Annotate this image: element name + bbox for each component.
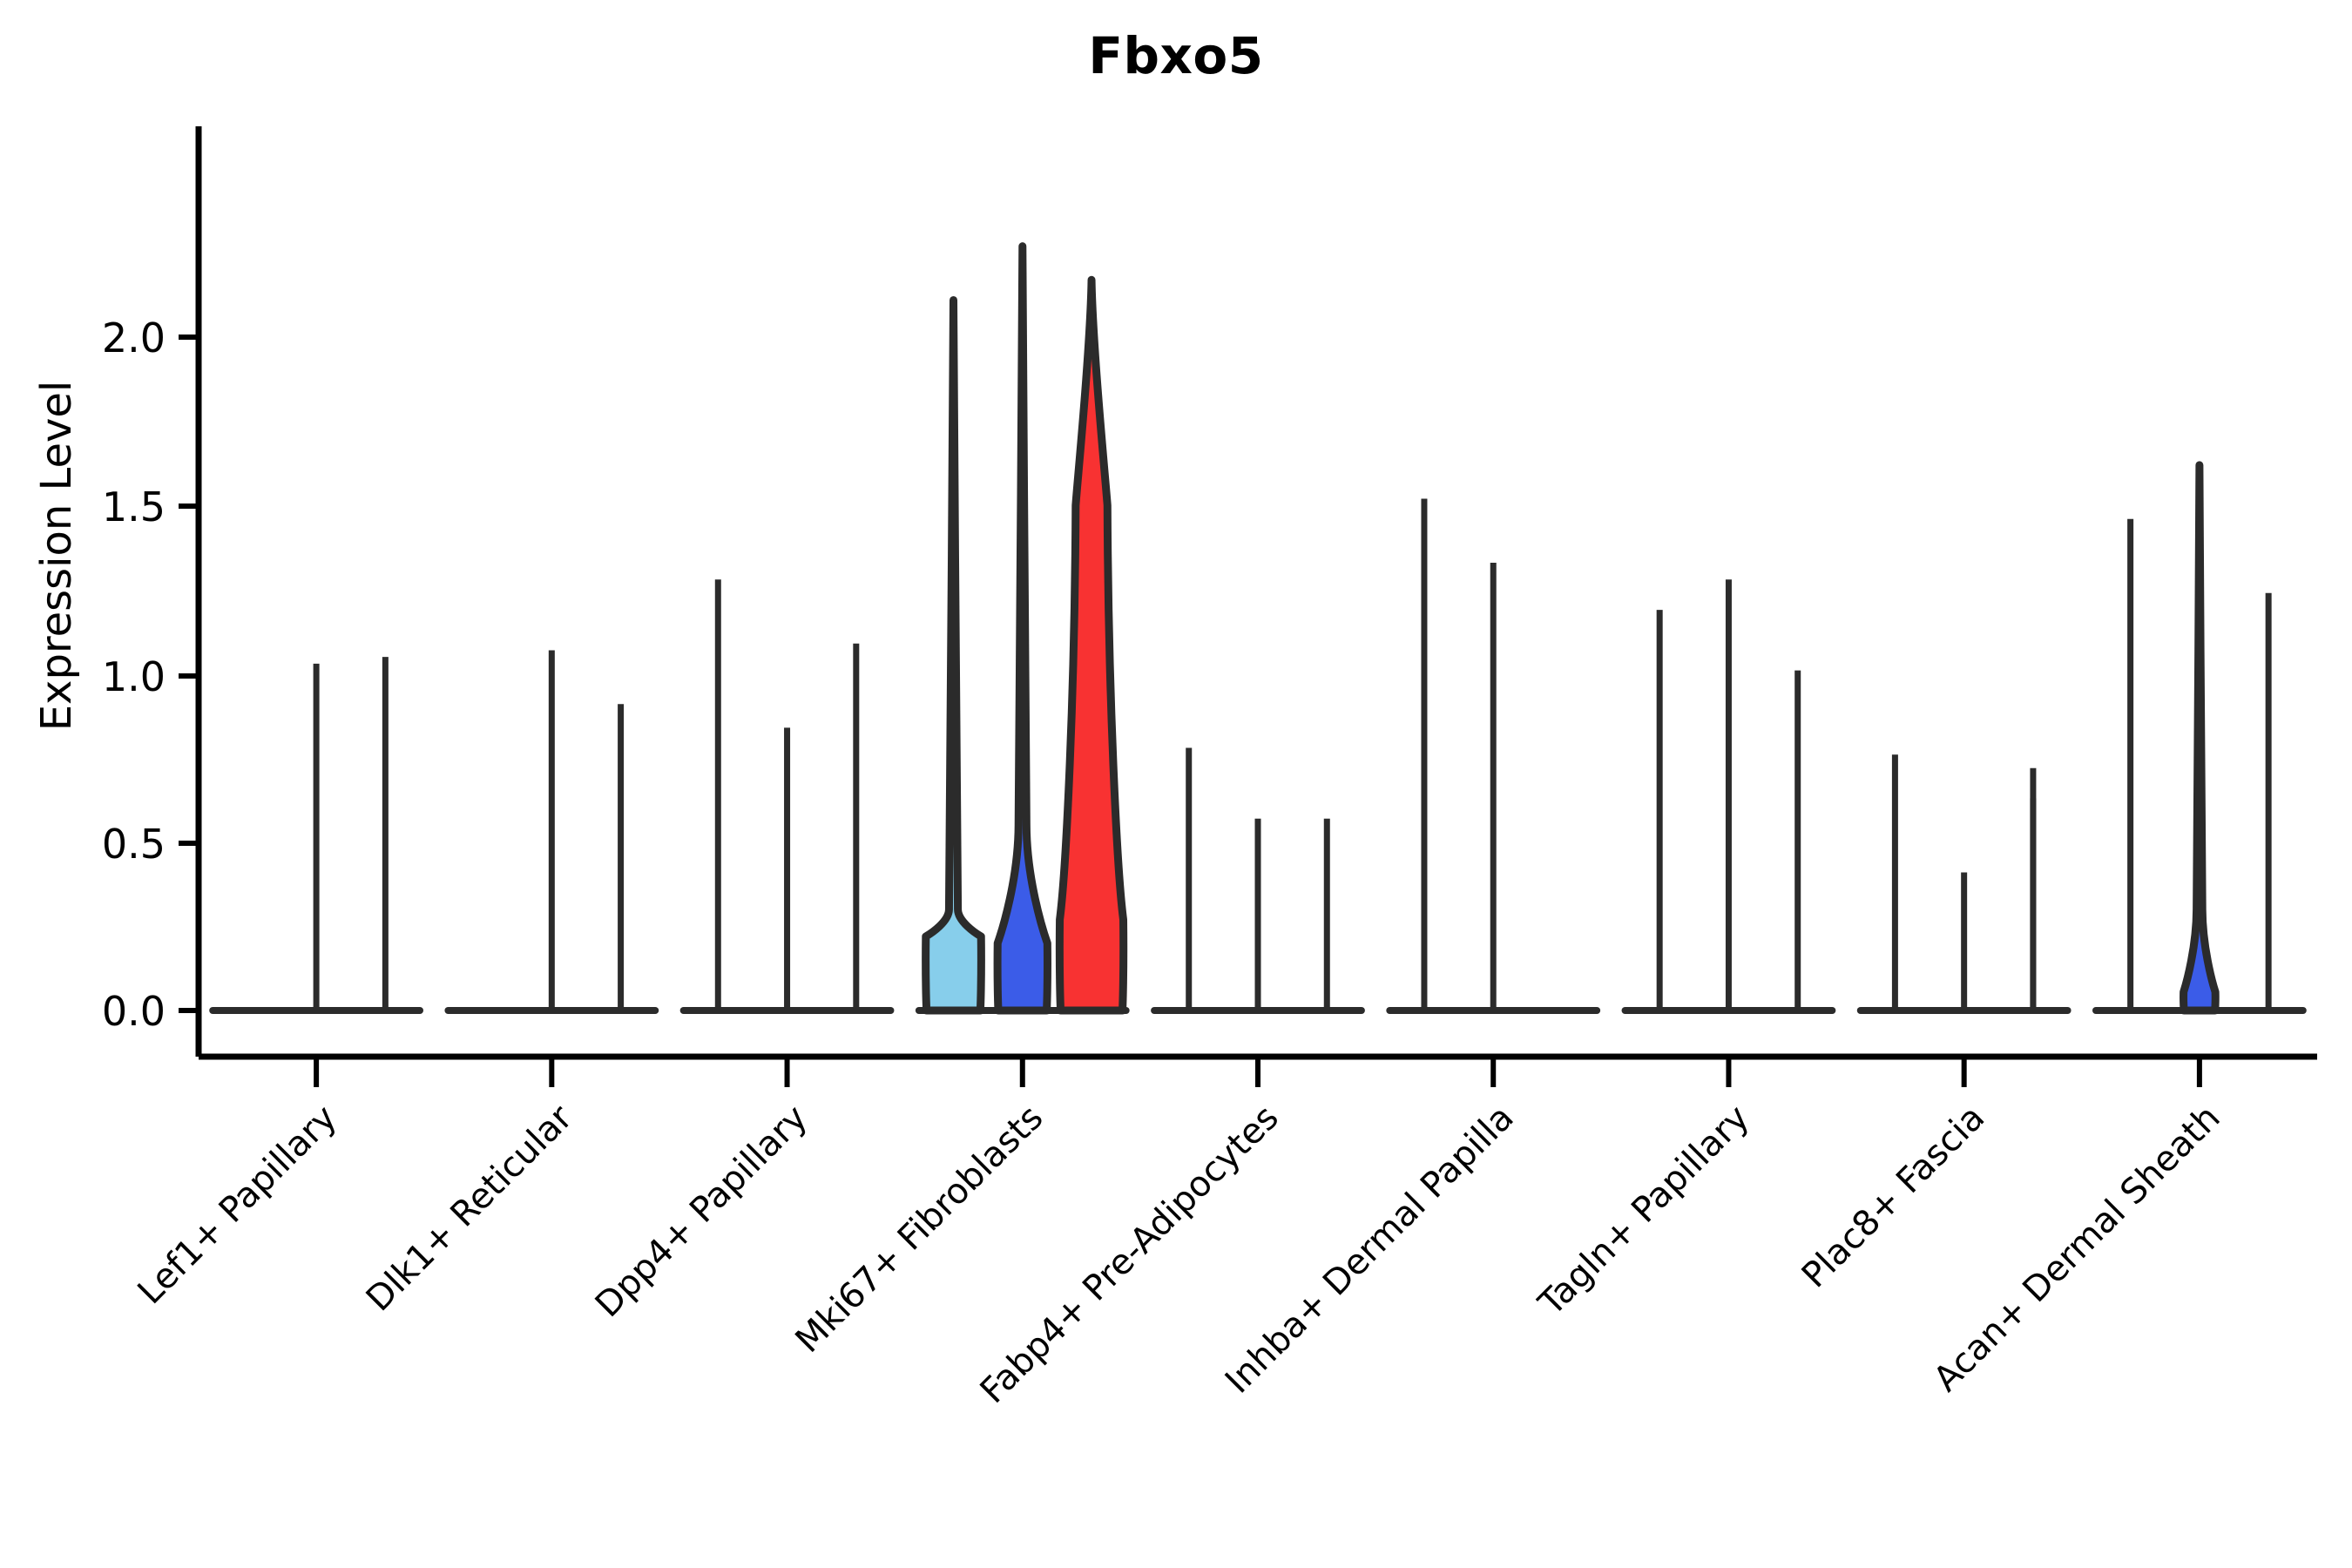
y-axis-ticks: [179, 335, 199, 1013]
y-axis-tick-labels: 0.0 0.5 1.0 1.5 2.0: [102, 314, 166, 1035]
ytick-2: 1.0: [102, 653, 166, 700]
ytick-1: 0.5: [102, 821, 166, 868]
ytick-0: 0.0: [102, 988, 166, 1035]
violin-series-group: [209, 242, 2307, 1015]
violin-body: [1055, 275, 1128, 1015]
page-title: Fbxo5: [1088, 26, 1264, 85]
violin-body: [922, 295, 985, 1015]
violin-body: [2180, 461, 2220, 1015]
violin-body: [993, 242, 1051, 1015]
ytick-3: 1.5: [102, 483, 166, 531]
x-axis-ticks: [314, 1057, 2202, 1087]
ytick-4: 2.0: [102, 314, 166, 362]
